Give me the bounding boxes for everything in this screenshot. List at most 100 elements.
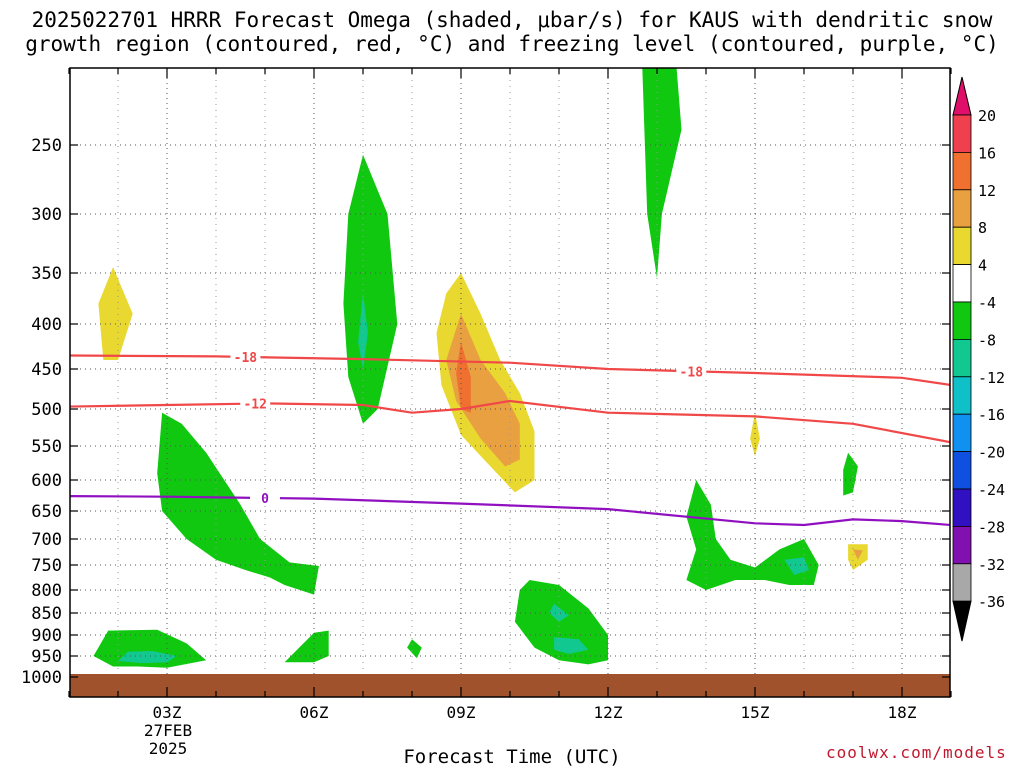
- contour-line: [70, 399, 950, 444]
- omega-region: [407, 639, 422, 659]
- x-date-label-year: 2025: [148, 739, 188, 758]
- colorbar-swatch: [952, 526, 972, 565]
- omega-region: [211, 620, 241, 633]
- omega-region: [632, 613, 770, 675]
- omega-region: [779, 643, 902, 671]
- y-tick-label: 950: [31, 647, 62, 667]
- omega-region: [921, 635, 950, 673]
- title-line-2: growth region (contoured, red, °C) and f…: [25, 32, 999, 56]
- colorbar-label: -32: [978, 556, 1005, 574]
- colorbar-swatch: [952, 413, 972, 453]
- contour-label: 0: [261, 492, 269, 507]
- omega-region: [118, 651, 177, 664]
- colorbar-label: -4: [978, 294, 996, 312]
- omega-region: [284, 630, 329, 663]
- omega-region: [549, 603, 569, 622]
- x-tick-label: 09Z: [447, 703, 476, 722]
- y-tick-label: 750: [31, 556, 62, 576]
- y-axis: 2503003504004505005506006507007508008509…: [21, 136, 950, 688]
- y-tick-label: 250: [31, 136, 62, 156]
- omega-region: [514, 580, 608, 665]
- colorbar-swatch: [952, 114, 972, 153]
- contour-label-bg: [230, 349, 261, 364]
- x-tick-label: 12Z: [594, 703, 623, 722]
- colorbar-swatch: [952, 264, 972, 303]
- x-tick-label: 06Z: [300, 703, 329, 722]
- contour-label-bg: [676, 364, 707, 379]
- x-tick-label: 18Z: [888, 703, 917, 722]
- x-axis-title: Forecast Time (UTC): [403, 746, 621, 768]
- omega-region: [740, 377, 809, 514]
- colorbar-label: -16: [978, 406, 1005, 424]
- y-tick-label: 900: [31, 626, 62, 646]
- y-tick-label: 400: [31, 315, 62, 335]
- contour-label-bg: [250, 490, 280, 505]
- contour-layer: -18 -18 -12 0: [70, 349, 950, 527]
- omega-region: [686, 480, 819, 590]
- omega-region: [137, 68, 177, 156]
- colorbar-swatch: [952, 189, 972, 228]
- colorbar: 20 16 12 8 4 -4 -8 -12 -16 -20 -24 -28 -32 -36: [952, 76, 1005, 642]
- colorbar-swatch: [952, 301, 972, 340]
- colorbar-swatch: [952, 226, 972, 265]
- colorbar-swatch: [952, 451, 972, 490]
- omega-region: [750, 412, 760, 457]
- ground-bar: [70, 674, 950, 697]
- y-tick-label: 300: [31, 205, 62, 225]
- omega-region: [853, 549, 863, 560]
- omega-region: [784, 557, 809, 575]
- omega-region: [554, 637, 589, 654]
- colorbar-label: 20: [978, 107, 996, 125]
- omega-region: [98, 267, 133, 360]
- y-tick-label: 550: [31, 437, 62, 457]
- colorbar-label: -28: [978, 518, 1005, 536]
- omega-region: [843, 452, 858, 496]
- omega-region: [642, 68, 682, 279]
- omega-region: [358, 293, 368, 369]
- contour-label: -18: [234, 351, 258, 366]
- y-tick-label: 650: [31, 502, 62, 522]
- colorbar-bottom-arrow: [952, 600, 972, 642]
- colorbar-label: 8: [978, 219, 987, 237]
- colorbar-label: -12: [978, 369, 1005, 387]
- y-tick-label: 700: [31, 530, 62, 550]
- y-tick-label: 800: [31, 581, 62, 601]
- title-line-1: 2025022701 HRRR Forecast Omega (shaded, …: [31, 8, 993, 32]
- colorbar-label: 16: [978, 144, 996, 162]
- colorbar-label: -20: [978, 444, 1005, 462]
- colorbar-top-arrow: [952, 76, 972, 116]
- x-date-label-day: 27FEB: [143, 721, 193, 740]
- colorbar-label: -24: [978, 481, 1005, 499]
- y-tick-label: 600: [31, 471, 62, 491]
- colorbar-label: 12: [978, 182, 996, 200]
- omega-region: [451, 630, 471, 654]
- omega-region: [456, 342, 471, 413]
- x-tick-label: 15Z: [741, 703, 770, 722]
- contour-label-bg: [240, 396, 271, 411]
- y-tick-label: 500: [31, 400, 62, 420]
- y-tick-label: 1000: [21, 668, 62, 688]
- omega-region: [446, 313, 520, 467]
- grid-layer: [70, 68, 950, 697]
- omega-region: [157, 412, 319, 595]
- omega-region: [946, 534, 950, 571]
- contour-label: -12: [243, 398, 266, 413]
- colorbar-label: 4: [978, 257, 987, 275]
- credit-link[interactable]: coolwx.com/models: [826, 743, 1007, 762]
- colorbar-swatch: [952, 563, 972, 602]
- omega-layer: [78, 68, 950, 675]
- y-tick-label: 850: [31, 604, 62, 624]
- x-tick-label: 03Z: [153, 703, 182, 722]
- contour-line: [70, 495, 950, 527]
- colorbar-label: -36: [978, 593, 1005, 611]
- colorbar-label: -8: [978, 331, 996, 349]
- colorbar-swatch: [952, 488, 972, 527]
- colorbar-swatch: [952, 338, 972, 378]
- chart-title: 2025022701 HRRR Forecast Omega (shaded, …: [0, 8, 1024, 56]
- y-tick-label: 350: [31, 264, 62, 284]
- omega-region: [598, 68, 608, 180]
- colorbar-swatch: [952, 151, 972, 191]
- omega-region: [343, 154, 398, 424]
- omega-region: [304, 249, 339, 514]
